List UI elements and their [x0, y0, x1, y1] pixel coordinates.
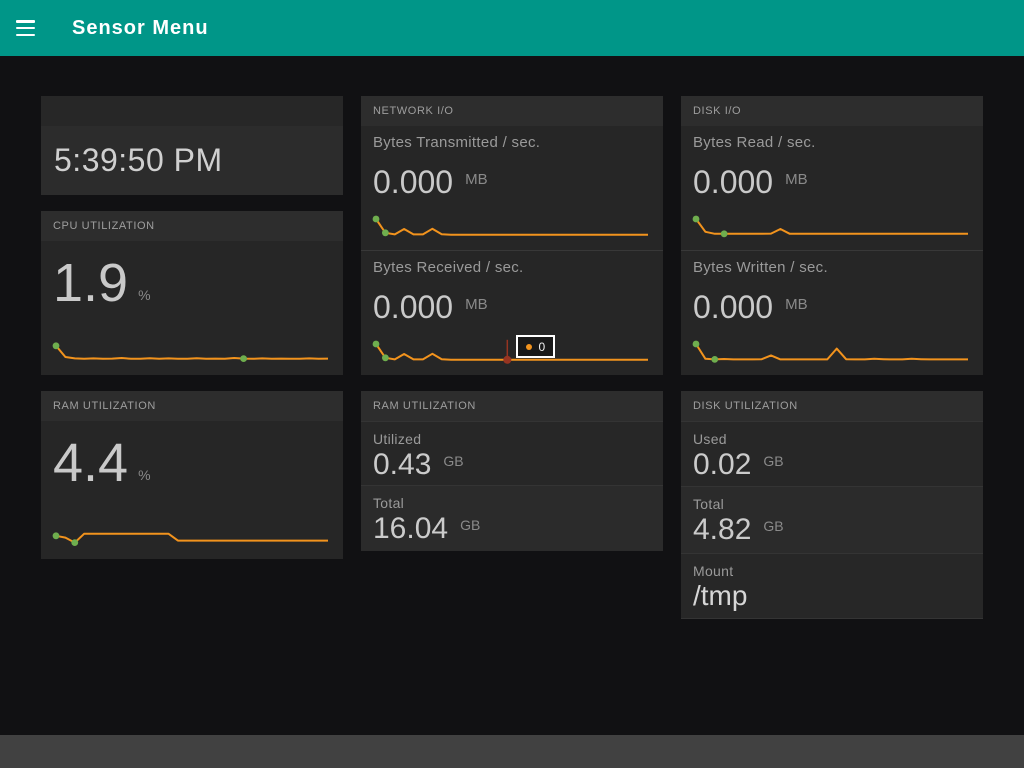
hamburger-menu-icon[interactable] [16, 20, 40, 36]
disk-used-label: Used [693, 431, 727, 447]
bytes-transmitted-label: Bytes Transmitted / sec. [373, 134, 541, 151]
bytes-read-section: Bytes Read / sec. 0.000 MB [681, 126, 983, 250]
bytes-written-unit: MB [785, 295, 808, 313]
ram-total-value: 16.04 [373, 512, 449, 545]
ram-percent-unit: % [138, 466, 151, 483]
bytes-transmitted-value: 0.000 [373, 163, 454, 200]
bytes-read-unit: MB [785, 170, 808, 188]
ram-percent-value-row: 4.4 % [53, 435, 331, 492]
column-left: 5:39:50 PM CPU UTILIZATION 1.9 % RAM UTI… [41, 96, 343, 559]
tooltip-value: 0 [538, 339, 546, 354]
ram-percent-value: 4.4 [53, 433, 129, 493]
ram-total-row: Total 16.04 GB [361, 486, 663, 551]
cpu-value-row: 1.9 % [53, 255, 331, 312]
chart-tooltip: 0 [516, 335, 556, 358]
cpu-value: 1.9 [53, 253, 129, 313]
ram-utilization-card: RAM UTILIZATION Utilized 0.43 GB Total 1… [361, 391, 663, 551]
bytes-written-label: Bytes Written / sec. [693, 259, 828, 276]
menu-bar-line [16, 26, 35, 30]
ram-total-label: Total [373, 495, 405, 511]
clock-time: 5:39:50 PM [54, 142, 223, 178]
disk-mount-label: Mount [693, 563, 734, 579]
ram-utilized-row: Utilized 0.43 GB [361, 421, 663, 486]
disk-used-value: 0.02 [693, 448, 752, 481]
menu-bar-line [16, 20, 35, 23]
bytes-read-value: 0.000 [693, 163, 774, 200]
ram-utilized-label: Utilized [373, 431, 422, 447]
disk-total-row: Total 4.82 GB [681, 487, 983, 553]
disk-io-card: DISK I/O Bytes Read / sec. 0.000 MB Byte… [681, 96, 983, 375]
ram-total-unit: GB [460, 517, 481, 533]
disk-utilization-card: DISK UTILIZATION Used 0.02 GB Total 4.82… [681, 391, 983, 619]
disk-io-card-title: DISK I/O [681, 96, 983, 126]
bytes-read-label: Bytes Read / sec. [693, 134, 816, 151]
disk-used-row: Used 0.02 GB [681, 421, 983, 487]
bytes-written-value: 0.000 [693, 288, 774, 325]
bytes-written-sparkline[interactable] [692, 339, 971, 365]
bytes-read-sparkline[interactable] [692, 214, 971, 240]
disk-total-unit: GB [763, 518, 784, 534]
bytes-received-section: Bytes Received / sec. 0.000 MB 0 [361, 250, 663, 375]
menu-bar-line [16, 33, 35, 36]
dashboard-grid: 5:39:50 PM CPU UTILIZATION 1.9 % RAM UTI… [0, 56, 1024, 735]
column-middle: NETWORK I/O Bytes Transmitted / sec. 0.0… [361, 96, 663, 551]
ram-utilization-card-title: RAM UTILIZATION [361, 391, 663, 421]
disk-total-value: 4.82 [693, 513, 752, 546]
network-io-card-title: NETWORK I/O [361, 96, 663, 126]
series-dot-icon [526, 343, 533, 350]
column-right: DISK I/O Bytes Read / sec. 0.000 MB Byte… [681, 96, 983, 619]
bytes-received-unit: MB [465, 295, 488, 313]
cpu-sparkline[interactable] [52, 340, 331, 366]
cpu-unit: % [138, 286, 151, 303]
ram-percent-card-title: RAM UTILIZATION [41, 391, 343, 421]
bytes-transmitted-section: Bytes Transmitted / sec. 0.000 MB [361, 126, 663, 250]
disk-total-label: Total [693, 496, 725, 512]
ram-percent-sparkline[interactable] [52, 524, 331, 550]
bytes-written-section: Bytes Written / sec. 0.000 MB [681, 250, 983, 375]
disk-mount-row: Mount /tmp [681, 553, 983, 619]
app-bar: Sensor Menu [0, 0, 1024, 56]
bytes-transmitted-sparkline[interactable] [372, 214, 651, 240]
disk-used-unit: GB [763, 453, 784, 469]
app-title: Sensor Menu [72, 16, 209, 39]
cpu-card-title: CPU UTILIZATION [41, 211, 343, 241]
disk-utilization-card-title: DISK UTILIZATION [681, 391, 983, 421]
ram-utilized-value: 0.43 [373, 448, 432, 481]
clock-card: 5:39:50 PM [41, 96, 343, 195]
bytes-received-label: Bytes Received / sec. [373, 259, 524, 276]
network-io-card: NETWORK I/O Bytes Transmitted / sec. 0.0… [361, 96, 663, 375]
bytes-transmitted-unit: MB [465, 170, 488, 188]
ram-utilized-unit: GB [443, 453, 464, 469]
clock-card-header [41, 96, 343, 126]
footer-bar [0, 735, 1024, 768]
ram-percent-card: RAM UTILIZATION 4.4 % [41, 391, 343, 559]
cpu-utilization-card: CPU UTILIZATION 1.9 % [41, 211, 343, 375]
bytes-received-sparkline[interactable] [372, 339, 651, 365]
bytes-received-value: 0.000 [373, 288, 454, 325]
disk-mount-value: /tmp [693, 580, 748, 611]
